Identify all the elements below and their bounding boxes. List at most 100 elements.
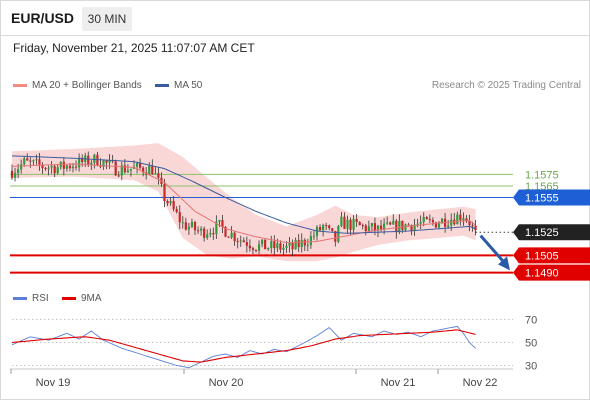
legend-9ma-label: 9MA (81, 293, 102, 304)
candle (163, 178, 166, 208)
candle-body (175, 209, 178, 213)
candle-body (285, 245, 288, 248)
candle-body (331, 228, 334, 231)
candle (349, 217, 352, 235)
candle (23, 156, 26, 167)
candle-body (282, 247, 285, 250)
candle-body (355, 218, 358, 222)
candle (462, 212, 465, 226)
level-tag (518, 264, 590, 281)
candle-body (117, 175, 120, 177)
candle (376, 224, 380, 237)
candle-body (346, 219, 349, 229)
candle-body (157, 173, 160, 178)
candle-body (254, 249, 258, 251)
candle (328, 224, 331, 231)
candle (264, 239, 267, 250)
candle-body (358, 221, 361, 226)
candle (120, 161, 123, 181)
candle (459, 209, 462, 226)
header-divider (0, 35, 590, 36)
chart-datetime: Friday, November 21, 2025 11:07:07 AM CE… (13, 41, 255, 55)
rsi-ma-line (11, 329, 476, 363)
candle (312, 229, 316, 241)
candle-body (474, 225, 477, 231)
candle (447, 220, 450, 229)
candle-body (309, 236, 312, 246)
candle-body (239, 240, 242, 242)
level-label-1.1555: 1.1555 (525, 193, 559, 205)
rsi-tick-label: 70 (525, 315, 537, 327)
candle-body (450, 219, 453, 226)
candle-body (178, 212, 181, 223)
legend-rsi: RSI (13, 293, 49, 304)
level-tag-pointer (513, 247, 519, 264)
candle (53, 164, 56, 178)
candle (431, 217, 434, 226)
candle-body (401, 220, 404, 230)
candle-body (35, 159, 38, 161)
candle-body (419, 222, 422, 224)
candle-body (65, 165, 68, 169)
candle-body (20, 164, 23, 170)
level-tag (518, 247, 590, 264)
candle (245, 236, 248, 253)
candle-body (187, 226, 190, 230)
candle-body (218, 220, 221, 222)
x-tick-label: Nov 22 (463, 377, 498, 389)
candle (215, 215, 218, 239)
candle (325, 222, 328, 231)
candle-body (236, 241, 239, 243)
candle-body (224, 226, 227, 237)
candle (346, 215, 349, 235)
candle (166, 199, 169, 207)
candle-body (379, 225, 383, 230)
candle (364, 223, 367, 236)
candle (267, 247, 270, 251)
candle-body (373, 223, 377, 231)
candle-body (322, 225, 325, 231)
candle-body (264, 239, 267, 250)
candle (273, 235, 276, 255)
candle-body (386, 222, 389, 224)
candle-body (410, 225, 413, 231)
candle (242, 237, 245, 243)
projection-arrowhead (498, 256, 510, 271)
candle (184, 217, 187, 231)
candle (340, 211, 343, 228)
candle-body (53, 166, 56, 174)
candle (178, 205, 181, 230)
level-tag-pointer (513, 264, 519, 281)
candle-body (90, 162, 93, 165)
candle-body (459, 214, 462, 221)
candle (251, 246, 255, 255)
candle-body (135, 163, 139, 167)
candle-body (23, 158, 26, 165)
candle (157, 167, 160, 185)
candle (209, 228, 212, 238)
candle (337, 224, 340, 244)
candle-body (291, 242, 294, 250)
candle-body (367, 226, 370, 232)
candle (196, 226, 200, 235)
candle-body (29, 160, 32, 162)
candle-body (81, 157, 84, 163)
candle (343, 212, 346, 229)
candle-body (93, 154, 96, 163)
legend-ma20-label: MA 20 + Bollinger Bands (32, 80, 142, 91)
candle-body (395, 220, 398, 233)
candle (206, 229, 209, 240)
candle-body (71, 166, 75, 169)
candle-body (361, 225, 364, 227)
last-price-tag (518, 224, 590, 241)
candle-body (68, 165, 72, 169)
timeframe-badge[interactable]: 30 MIN (82, 7, 132, 31)
candle-body (129, 168, 133, 171)
candle-body (261, 239, 264, 245)
candle-body (206, 234, 209, 238)
candle (154, 167, 157, 175)
candle (465, 215, 468, 223)
candle-body (242, 240, 245, 243)
candle-body (203, 228, 206, 238)
candle-body (172, 200, 175, 210)
